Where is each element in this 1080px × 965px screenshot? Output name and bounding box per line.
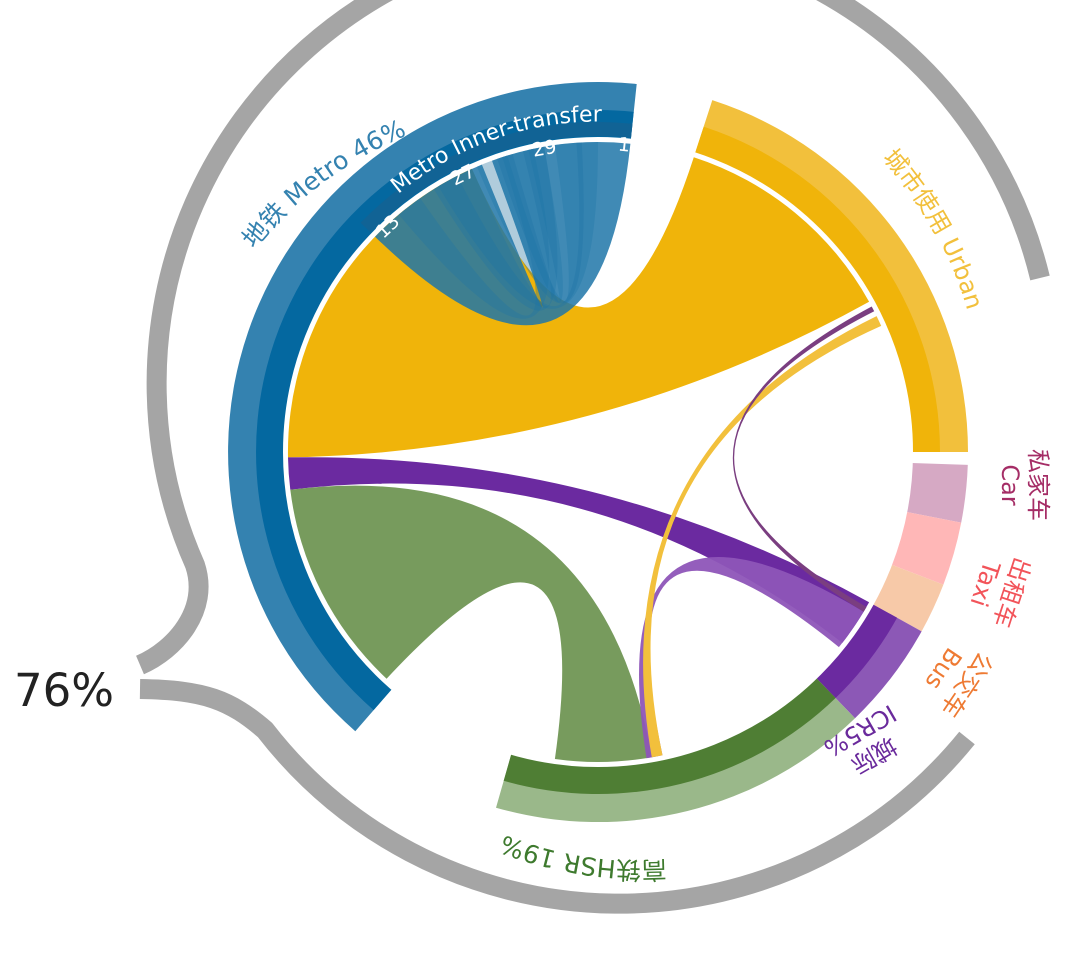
urban-arc-inner: [695, 126, 940, 452]
metro-inner-transfer-ribbon: [375, 142, 631, 326]
ribbon-icr-hsr: [639, 556, 864, 759]
bracket-arc-lower: [139, 679, 975, 914]
car-label-line-1: 私家车: [1024, 449, 1052, 521]
inner-transfer-tick-3: 29: [531, 136, 559, 162]
bracket-percent-label: 76%: [14, 664, 115, 717]
taxi-arc-outer: [891, 511, 962, 585]
car-label-line-2: Car: [996, 464, 1024, 505]
ribbon-metro-icr: [288, 457, 870, 643]
ribbon-hsr-metro: [290, 485, 652, 763]
chord-separator-ring: [283, 137, 913, 767]
hsr-arc-inner: [503, 677, 836, 795]
icr-arc-inner: [816, 604, 898, 698]
car-arc-outer: [906, 463, 968, 523]
inner-transfer-tick-4: 15: [617, 133, 643, 157]
bracket-arc-upper: [135, 0, 1050, 675]
bus-arc-outer: [872, 564, 944, 632]
hsr-label: 高铁HSR 19%: [496, 829, 667, 884]
metro-inner-transfer-band: [360, 121, 633, 233]
ribbon-car-urban: [732, 306, 875, 612]
